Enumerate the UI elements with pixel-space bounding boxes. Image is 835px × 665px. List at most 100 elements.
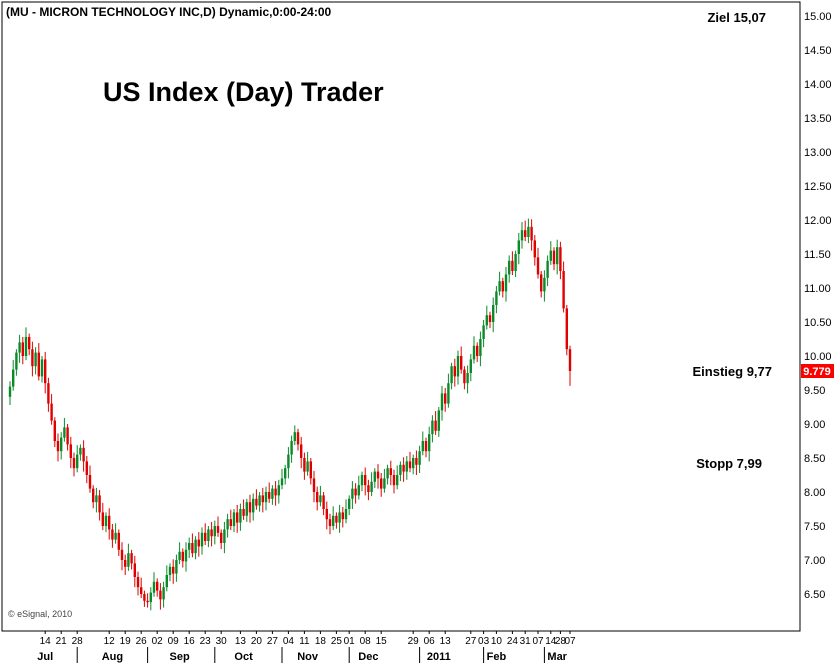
candle-body bbox=[66, 427, 69, 445]
day-tick-label: 15 bbox=[376, 636, 388, 647]
candle-body bbox=[242, 509, 245, 516]
candle-body bbox=[216, 526, 220, 533]
price-tick-label: 9.50 bbox=[804, 385, 825, 397]
candle-body bbox=[56, 441, 60, 452]
candle-body bbox=[284, 468, 287, 479]
month-label: Mar bbox=[547, 651, 567, 663]
candle-body bbox=[383, 478, 386, 489]
candle-body bbox=[380, 478, 383, 489]
candle-body bbox=[556, 247, 559, 265]
candle-body bbox=[76, 454, 79, 469]
candle-body bbox=[47, 383, 50, 404]
candle-body bbox=[79, 447, 82, 455]
price-tick-label: 11.50 bbox=[804, 249, 831, 261]
candle-body bbox=[322, 495, 325, 509]
candle-body bbox=[229, 519, 232, 526]
candle-body bbox=[418, 451, 421, 465]
candle-body bbox=[172, 566, 175, 574]
candle-body bbox=[15, 352, 18, 370]
day-tick-label: 29 bbox=[408, 636, 420, 647]
day-tick-label: 19 bbox=[120, 636, 132, 647]
candle-body bbox=[335, 515, 338, 523]
candle-body bbox=[540, 274, 543, 292]
candle-body bbox=[479, 339, 482, 356]
candle-body bbox=[168, 566, 172, 575]
candle-body bbox=[508, 260, 511, 275]
month-label: Sep bbox=[170, 651, 190, 663]
day-tick-label: 30 bbox=[216, 636, 228, 647]
month-label: 2011 bbox=[427, 651, 451, 663]
candle-body bbox=[188, 543, 191, 550]
candle-body bbox=[517, 240, 520, 254]
candle-body bbox=[191, 543, 194, 554]
stopp-annotation: Stopp 7,99 bbox=[696, 456, 762, 471]
candle-body bbox=[466, 373, 469, 384]
price-tick-label: 8.00 bbox=[804, 487, 825, 499]
candle-body bbox=[495, 291, 498, 305]
candle-body bbox=[408, 461, 412, 469]
day-tick-label: 07 bbox=[532, 636, 544, 647]
candle-body bbox=[248, 502, 252, 513]
candle-body bbox=[124, 560, 127, 567]
candlestick-series bbox=[8, 218, 572, 611]
candle-body bbox=[104, 515, 108, 526]
candle-body bbox=[530, 226, 533, 241]
day-tick-label: 06 bbox=[424, 636, 436, 647]
candle-body bbox=[364, 475, 367, 486]
day-tick-label: 13 bbox=[440, 636, 452, 647]
candle-body bbox=[476, 345, 479, 356]
candle-body bbox=[181, 551, 184, 562]
candle-body bbox=[514, 254, 517, 271]
candle-body bbox=[341, 512, 344, 520]
candle-body bbox=[472, 345, 476, 360]
candle-body bbox=[210, 529, 213, 537]
candle-body bbox=[98, 495, 101, 513]
price-tick-label: 13.50 bbox=[804, 113, 832, 125]
candle-body bbox=[85, 461, 88, 475]
candle-body bbox=[239, 509, 242, 523]
candle-body bbox=[159, 590, 162, 600]
day-tick-label: 28 bbox=[72, 636, 84, 647]
candle-body bbox=[175, 560, 178, 574]
price-tick-label: 8.50 bbox=[804, 453, 825, 465]
candle-body bbox=[213, 526, 216, 537]
candle-body bbox=[437, 410, 440, 431]
candle-body bbox=[552, 250, 556, 265]
day-tick-label: 07 bbox=[564, 636, 576, 647]
day-tick-label: 16 bbox=[184, 636, 196, 647]
candle-body bbox=[402, 464, 405, 472]
candle-body bbox=[319, 495, 322, 503]
candle-body bbox=[309, 461, 312, 479]
candle-body bbox=[152, 581, 156, 593]
day-tick-label: 08 bbox=[360, 636, 372, 647]
month-label: Dec bbox=[358, 651, 378, 663]
candle-body bbox=[376, 471, 380, 479]
candle-body bbox=[136, 577, 140, 588]
ziel-annotation: Ziel 15,07 bbox=[707, 10, 766, 25]
candle-body bbox=[559, 247, 562, 271]
candle-body bbox=[524, 230, 527, 237]
price-tick-label: 15.00 bbox=[804, 11, 832, 23]
last-price-label: 9.779 bbox=[803, 366, 831, 378]
candle-body bbox=[501, 281, 504, 292]
candle-body bbox=[140, 587, 143, 594]
candle-body bbox=[8, 386, 12, 397]
candle-body bbox=[277, 485, 280, 496]
candle-body bbox=[31, 349, 34, 367]
candle-body bbox=[344, 509, 348, 520]
candle-body bbox=[204, 532, 207, 541]
candle-body bbox=[194, 539, 197, 554]
candle-body bbox=[92, 488, 95, 503]
candle-body bbox=[178, 551, 181, 560]
day-tick-label: 27 bbox=[267, 636, 279, 647]
candle-body bbox=[303, 458, 306, 472]
watermark-text: US Index (Day) Trader bbox=[103, 77, 384, 107]
month-label: Jul bbox=[37, 651, 53, 663]
candle-body bbox=[405, 461, 408, 472]
month-label: Oct bbox=[234, 651, 253, 663]
copyright-text: © eSignal, 2010 bbox=[8, 609, 72, 619]
candle-body bbox=[268, 492, 271, 499]
candle-body bbox=[44, 359, 47, 384]
